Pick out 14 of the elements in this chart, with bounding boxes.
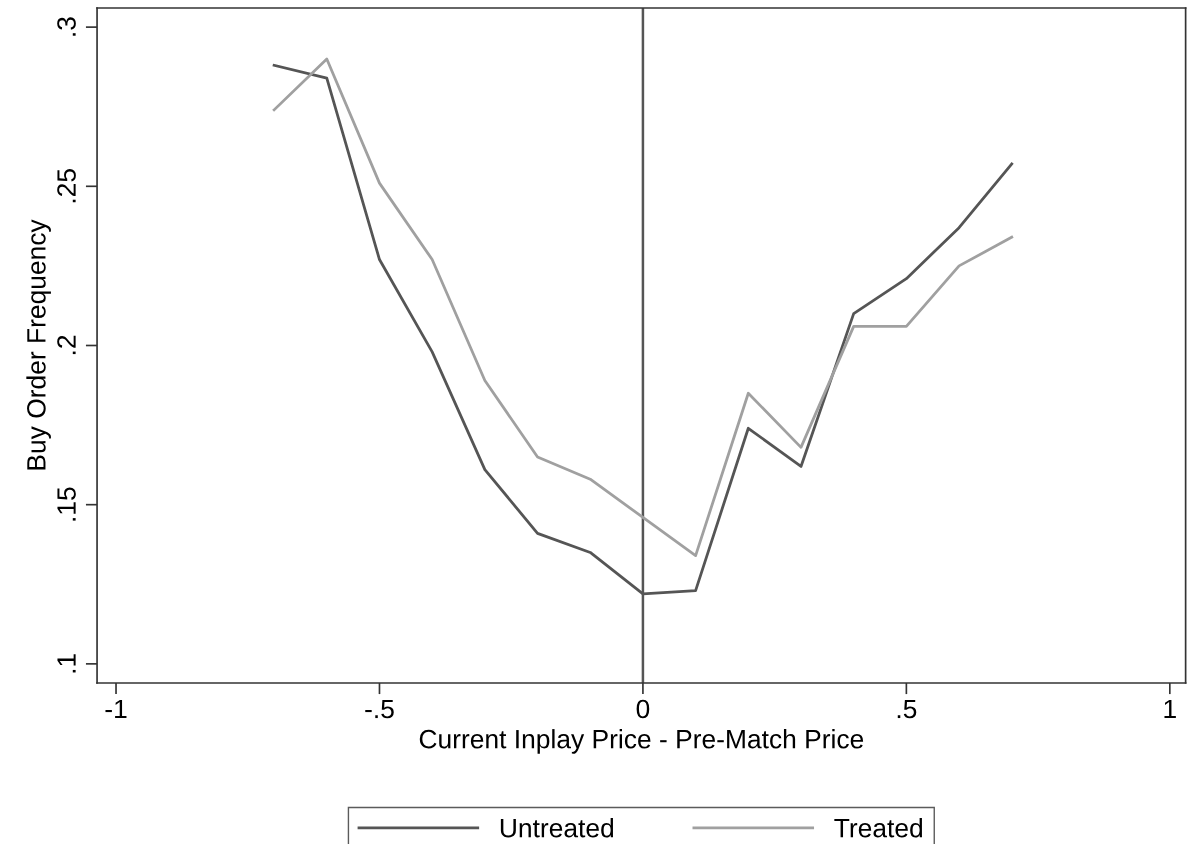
x-tick-label: 1 (1164, 699, 1176, 719)
x-tick-label: -.5 (365, 699, 394, 719)
y-tick-label: .1 (57, 654, 76, 673)
y-tick-label: .25 (57, 169, 76, 203)
y-axis-title: Buy Order Frequency (26, 219, 51, 470)
x-tick-label: -1 (105, 699, 127, 719)
legend-label: Treated (834, 818, 923, 838)
y-tick-label: .15 (57, 487, 76, 521)
y-tick-label: .2 (57, 335, 76, 355)
x-tick-label: 0 (636, 699, 650, 719)
x-tick-label: .5 (897, 699, 917, 719)
y-tick-label: .3 (57, 17, 76, 36)
x-axis-title: Current Inplay Price - Pre-Match Price (419, 729, 864, 754)
legend-label: Untreated (500, 818, 614, 838)
